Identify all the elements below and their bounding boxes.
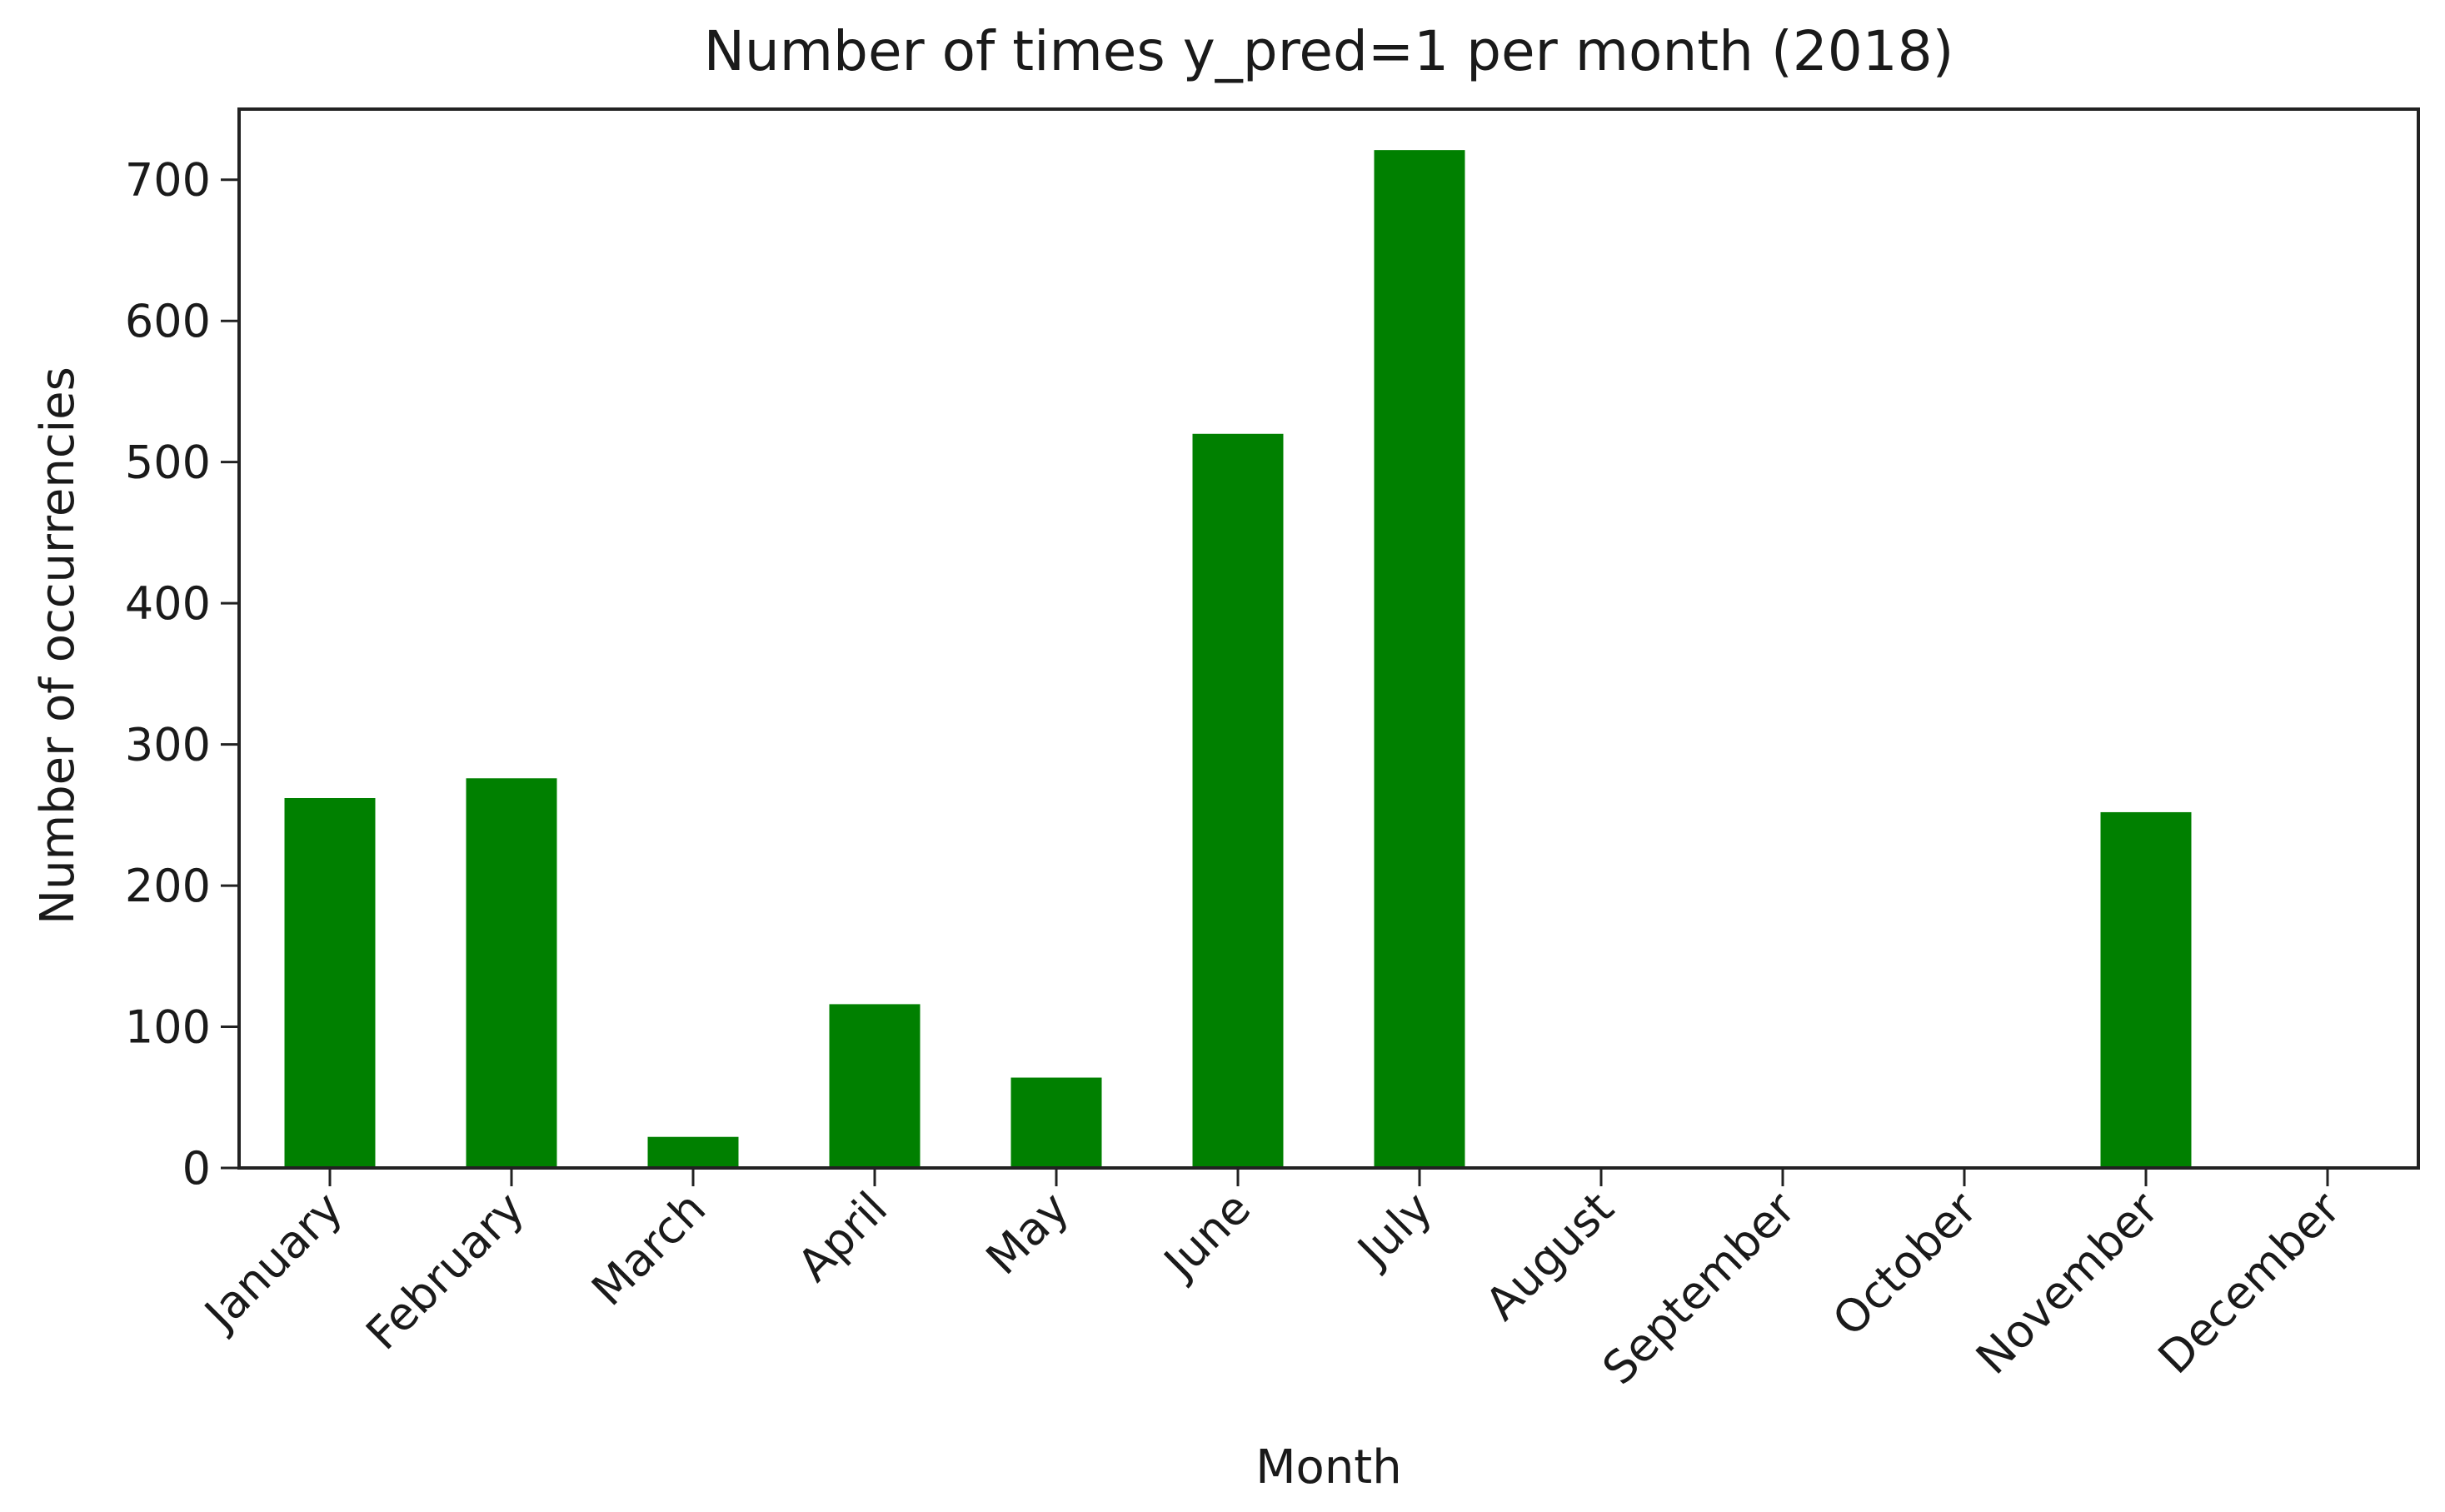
x-axis-label: Month — [1255, 1440, 1402, 1495]
x-tick-label: January — [193, 1182, 352, 1341]
y-tick-label: 400 — [125, 577, 211, 630]
chart-title: Number of times y_pred=1 per month (2018… — [704, 19, 1954, 83]
bar-april — [829, 1004, 921, 1168]
y-tick-label: 200 — [125, 860, 211, 912]
x-tick-label: May — [976, 1182, 1079, 1285]
x-tick-label: December — [2148, 1181, 2351, 1384]
bar-march — [647, 1136, 739, 1168]
bar-january — [284, 797, 376, 1168]
x-axis-ticks: January February March April May June July Augu… — [193, 1168, 2351, 1395]
plot-frame — [237, 107, 2420, 1170]
bar-november — [2100, 811, 2192, 1168]
y-tick-label: 0 — [182, 1142, 211, 1195]
x-tick-label: March — [581, 1182, 716, 1316]
x-tick-label: April — [787, 1182, 897, 1292]
bars — [284, 150, 2192, 1168]
y-tick-label: 100 — [125, 1001, 211, 1054]
bar-february — [466, 778, 557, 1168]
x-tick-label: November — [1966, 1181, 2169, 1385]
x-tick-label: February — [356, 1182, 534, 1360]
y-tick-label: 500 — [125, 437, 211, 489]
x-tick-label: August — [1475, 1182, 1624, 1330]
x-tick-label: July — [1346, 1182, 1442, 1278]
x-tick-label: June — [1152, 1182, 1260, 1290]
bar-july — [1374, 150, 1465, 1168]
y-axis-label: Number of occurrencies — [31, 367, 85, 925]
x-tick-label: October — [1823, 1181, 1988, 1346]
y-tick-label: 300 — [125, 719, 211, 771]
y-tick-label: 700 — [125, 154, 211, 207]
y-tick-label: 600 — [125, 295, 211, 347]
x-tick-label: September — [1593, 1181, 1806, 1395]
bar-may — [1010, 1077, 1102, 1168]
y-axis-ticks: 0 100 200 300 400 500 600 700 — [125, 154, 239, 1195]
bar-june — [1192, 433, 1284, 1168]
